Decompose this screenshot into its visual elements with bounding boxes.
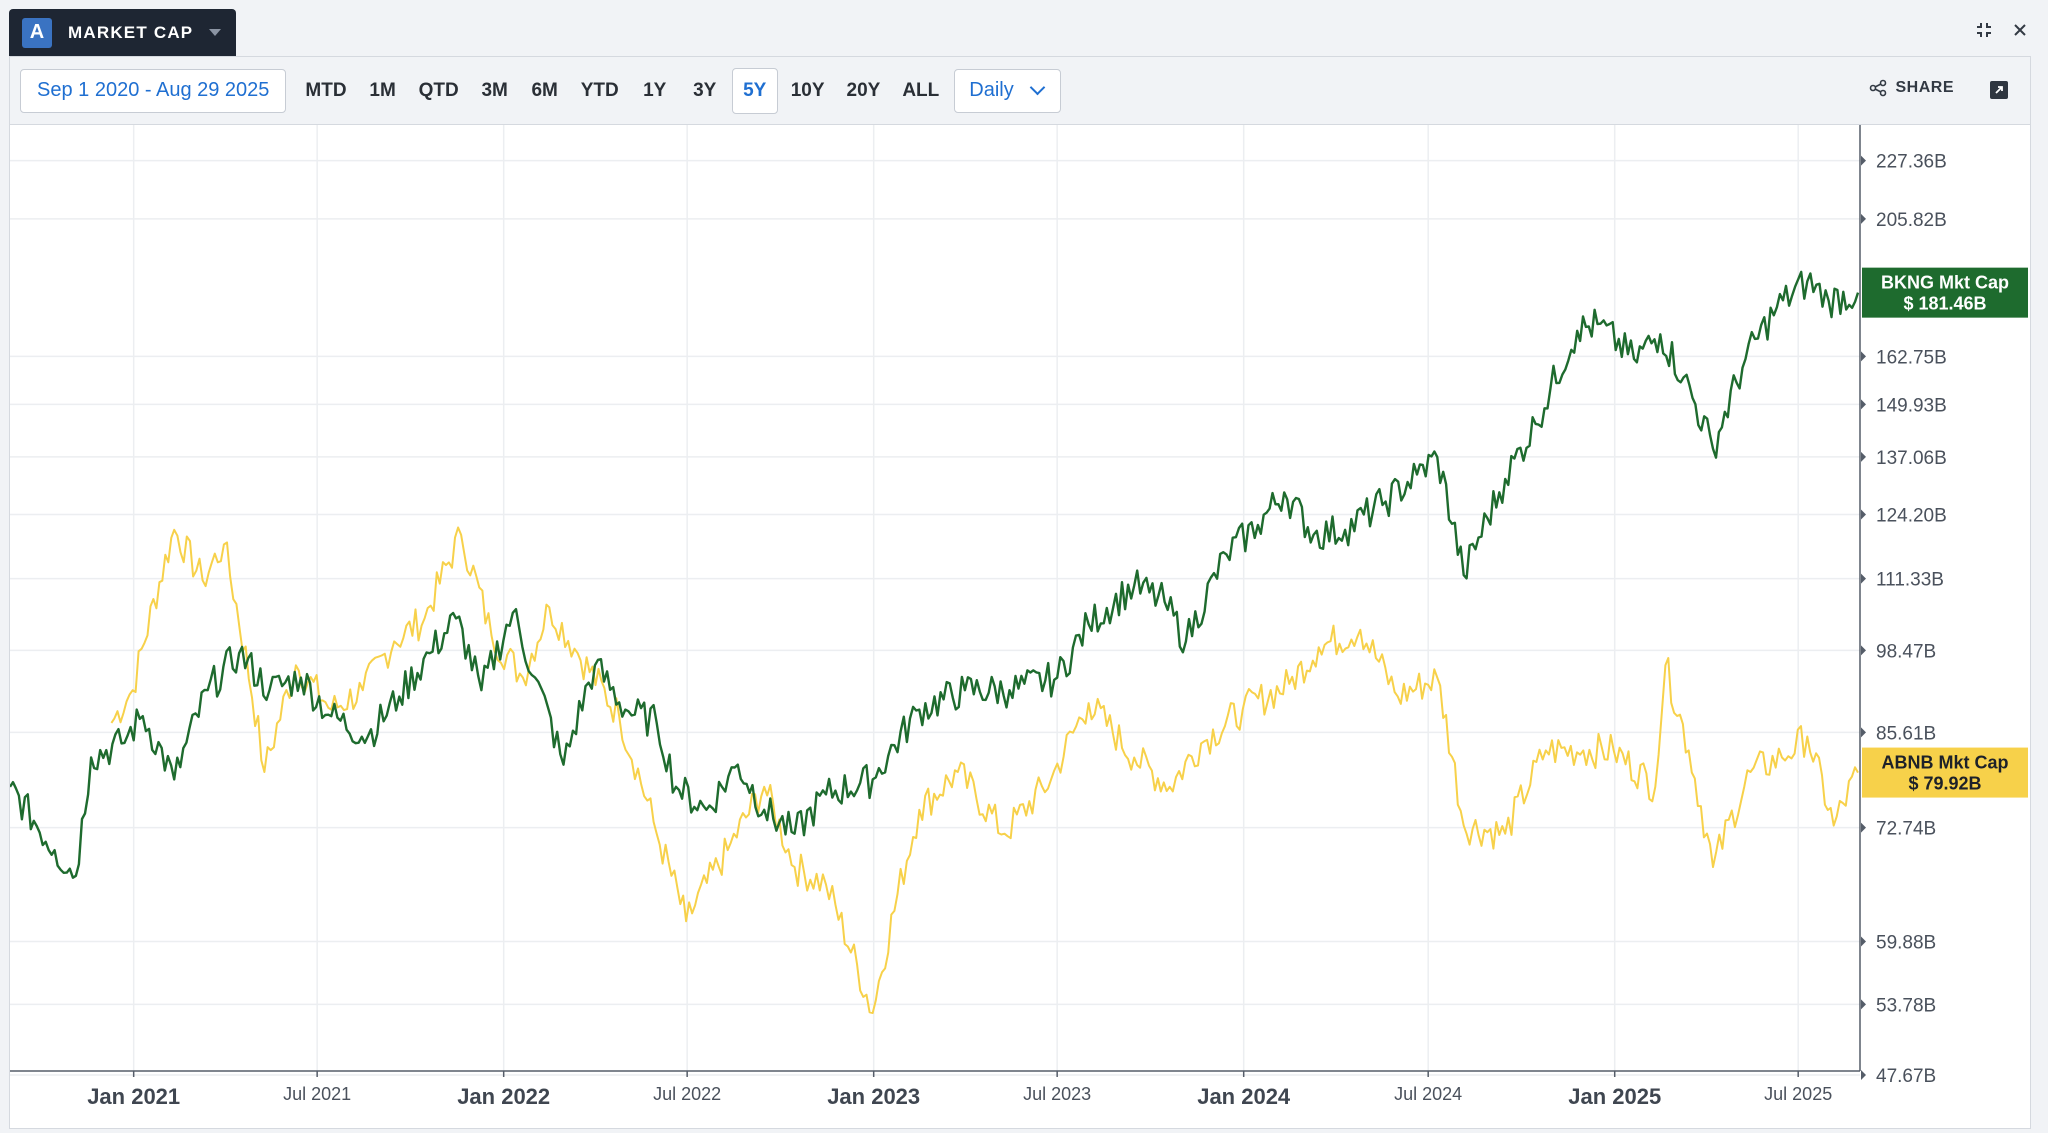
y-tick-mark <box>1861 1070 1866 1080</box>
app-logo: A <box>22 17 52 48</box>
range-button-1y[interactable]: 1Y <box>643 79 667 101</box>
y-tick-label: 149.93B <box>1876 395 1947 416</box>
y-tick-mark <box>1861 936 1866 947</box>
y-tick-label: 205.82B <box>1876 210 1947 231</box>
chevron-down-icon <box>1029 79 1045 96</box>
frequency-value: Daily <box>969 79 1014 101</box>
y-tick-label: 59.88B <box>1876 933 1936 954</box>
widget-title: MARKET CAP <box>68 22 194 42</box>
range-button-10y[interactable]: 10Y <box>790 79 825 101</box>
y-tick-mark <box>1861 509 1866 520</box>
series-label-box <box>1862 747 2028 798</box>
range-button-ytd[interactable]: YTD <box>580 79 619 101</box>
series-lines <box>8 270 1860 1014</box>
share-icon <box>1870 79 1887 97</box>
toolbar: Sep 1 2020 - Aug 29 2025 MTD 1M QTD 3M 6M YTD… <box>10 57 2030 125</box>
series-line <box>8 270 1860 879</box>
series-label-name: ABNB Mkt Cap <box>1881 753 2008 773</box>
range-button-3y[interactable]: 3Y <box>693 79 717 101</box>
range-button-3m[interactable]: 3M <box>481 79 508 101</box>
series-line <box>110 526 1859 1014</box>
range-button-5y[interactable]: 5Y <box>731 67 778 114</box>
y-tick-mark <box>1861 573 1866 584</box>
y-tick-mark <box>1861 155 1866 166</box>
y-tick-label: 47.67B <box>1876 1066 1936 1087</box>
y-tick-label: 124.20B <box>1876 506 1947 527</box>
series-label-value: $ 181.46B <box>1903 294 1986 314</box>
x-tick-label-minor: Jul 2024 <box>1394 1084 1462 1104</box>
date-range-picker[interactable]: Sep 1 2020 - Aug 29 2025 <box>20 68 287 113</box>
y-tick-mark <box>1861 999 1866 1010</box>
y-tick-label: 85.61B <box>1876 723 1936 744</box>
y-tick-mark <box>1861 451 1866 462</box>
x-tick-label-minor: Jul 2025 <box>1764 1084 1832 1104</box>
range-button-mtd[interactable]: MTD <box>305 79 347 101</box>
close-icon[interactable] <box>2008 18 2032 42</box>
share-button[interactable]: SHARE <box>1869 79 1954 97</box>
y-tick-label: 53.78B <box>1876 995 1936 1016</box>
range-button-20y[interactable]: 20Y <box>846 79 881 101</box>
x-tick-label-minor: Jul 2023 <box>1023 1084 1091 1104</box>
market-cap-chart[interactable]: 227.36B 205.82B 162.75B 149.93B 137.06B 124.2… <box>8 125 2030 1128</box>
y-tick-mark <box>1861 399 1866 410</box>
range-buttons: MTD 1M QTD 3M 6M YTD 1Y 3Y 5Y 10Y 20Y ALL <box>292 67 948 114</box>
y-tick-label: 98.47B <box>1876 641 1936 662</box>
range-button-all[interactable]: ALL <box>902 79 940 101</box>
x-tick-label-major: Jan 2021 <box>87 1084 180 1109</box>
collapse-icon[interactable] <box>1972 18 1996 42</box>
range-button-6m[interactable]: 6M <box>531 79 558 101</box>
series-label-name: BKNG Mkt Cap <box>1881 273 2009 293</box>
series-label-value: $ 79.92B <box>1908 774 1981 794</box>
x-tick-label-major: Jan 2022 <box>457 1084 550 1109</box>
x-tick-label-minor: Jul 2021 <box>283 1084 351 1104</box>
frequency-select[interactable]: Daily <box>954 68 1062 113</box>
x-tick-label-major: Jan 2023 <box>827 1084 920 1109</box>
x-tick-label-minor: Jul 2022 <box>653 1084 721 1104</box>
axes: 227.36B 205.82B 162.75B 149.93B 137.06B 124.2… <box>10 125 1947 1109</box>
y-tick-label: 227.36B <box>1876 152 1947 173</box>
y-tick-mark <box>1861 727 1866 738</box>
y-tick-mark <box>1861 645 1866 656</box>
y-tick-label: 137.06B <box>1876 448 1947 469</box>
y-tick-mark <box>1861 822 1866 833</box>
series-label-box <box>1862 267 2028 318</box>
y-tick-mark <box>1861 213 1866 224</box>
y-tick-mark <box>1861 351 1866 362</box>
caret-down-icon[interactable] <box>209 29 222 36</box>
y-tick-label: 162.75B <box>1876 347 1947 368</box>
range-button-qtd[interactable]: QTD <box>418 79 459 101</box>
y-tick-label: 72.74B <box>1876 819 1936 840</box>
grid-lines <box>10 125 1860 1076</box>
y-tick-label: 111.33B <box>1876 570 1944 591</box>
range-button-1m[interactable]: 1M <box>369 79 396 101</box>
popout-icon[interactable] <box>1990 81 2008 99</box>
series-value-labels: BKNG Mkt Cap$ 181.46B ABNB Mkt Cap$ 79.92… <box>1862 267 2028 798</box>
chart-panel: Sep 1 2020 - Aug 29 2025 MTD 1M QTD 3M 6M YTD… <box>8 56 2031 1129</box>
widget-tab[interactable]: A MARKET CAP <box>9 9 236 56</box>
x-tick-label-major: Jan 2024 <box>1197 1084 1291 1109</box>
x-tick-label-major: Jan 2025 <box>1568 1084 1661 1109</box>
share-label: SHARE <box>1895 79 1954 96</box>
